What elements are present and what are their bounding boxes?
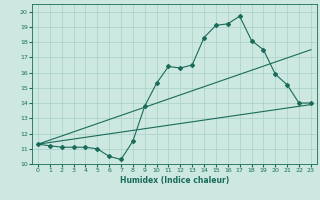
X-axis label: Humidex (Indice chaleur): Humidex (Indice chaleur)	[120, 176, 229, 185]
